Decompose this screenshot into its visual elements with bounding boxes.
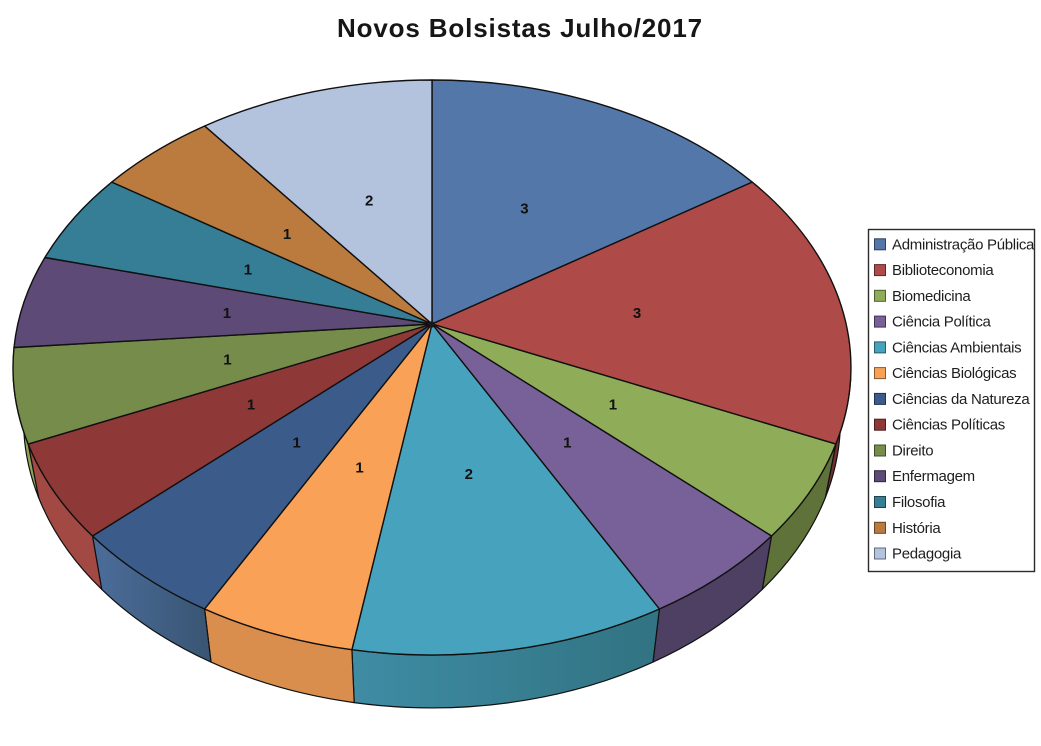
svg-text:1: 1	[563, 434, 571, 451]
svg-text:Ciências Biológicas: Ciências Biológicas	[892, 365, 1016, 382]
svg-text:Filosofia: Filosofia	[892, 494, 946, 511]
svg-text:3: 3	[520, 201, 528, 218]
svg-text:Ciências Políticas: Ciências Políticas	[892, 417, 1005, 434]
svg-text:Direito: Direito	[892, 443, 933, 460]
svg-text:Pedagogia: Pedagogia	[892, 546, 962, 563]
svg-text:1: 1	[244, 262, 252, 279]
svg-text:1: 1	[223, 305, 231, 322]
svg-text:1: 1	[293, 434, 301, 451]
svg-text:1: 1	[247, 397, 255, 414]
svg-text:1: 1	[609, 397, 617, 414]
svg-text:Ciência Política: Ciência Política	[892, 314, 992, 331]
svg-text:2: 2	[365, 193, 373, 210]
svg-text:2: 2	[465, 466, 473, 483]
svg-text:Novos Bolsistas Julho/2017: Novos Bolsistas Julho/2017	[337, 13, 703, 43]
svg-text:História: História	[892, 520, 941, 537]
svg-text:Enfermagem: Enfermagem	[892, 468, 975, 485]
svg-text:Ciências da Natureza: Ciências da Natureza	[892, 391, 1030, 408]
svg-text:Ciências Ambientais: Ciências Ambientais	[892, 339, 1021, 356]
svg-text:Administração Pública: Administração Pública	[892, 236, 1035, 253]
svg-text:3: 3	[633, 305, 641, 322]
svg-text:Biomedicina: Biomedicina	[892, 288, 971, 305]
svg-text:1: 1	[223, 352, 231, 369]
svg-text:1: 1	[355, 460, 363, 477]
svg-text:1: 1	[283, 226, 291, 243]
svg-text:Biblioteconomia: Biblioteconomia	[892, 262, 994, 279]
